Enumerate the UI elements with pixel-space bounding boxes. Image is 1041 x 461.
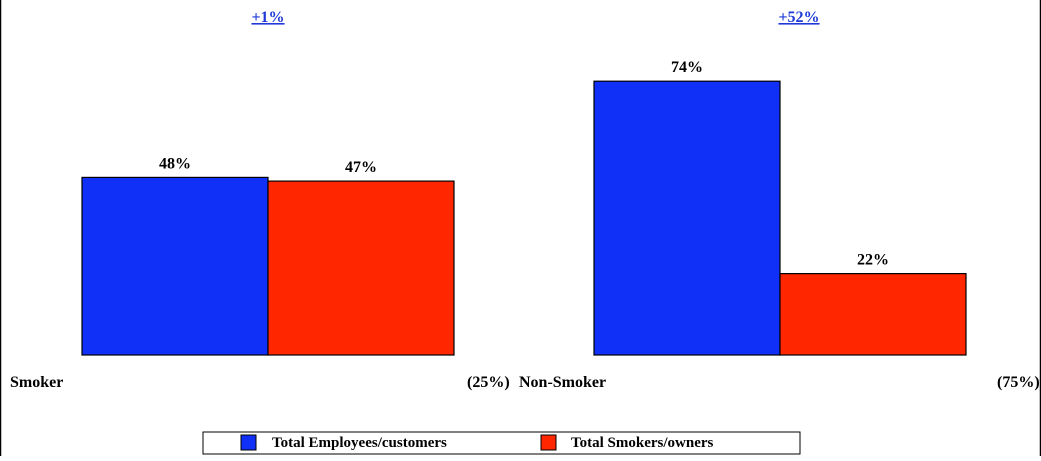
data-label: 47% <box>345 159 377 176</box>
legend-swatch-smokers <box>540 434 557 451</box>
bar-smoker-smokers <box>267 180 455 356</box>
data-label: 48% <box>159 155 191 172</box>
category-label: Smoker <box>10 374 63 391</box>
legend-swatch-employees <box>240 434 257 451</box>
legend: Total Employees/customers Total Smokers/… <box>202 431 801 455</box>
legend-label-smokers: Total Smokers/owners <box>571 435 714 451</box>
difference-label[interactable]: +1% <box>251 9 284 26</box>
category-share-label: (75%) <box>997 374 1040 391</box>
legend-label-employees: Total Employees/customers <box>272 435 447 451</box>
difference-label[interactable]: +52% <box>778 9 819 26</box>
category-label: Non-Smoker <box>519 374 606 391</box>
category-share-label: (25%) <box>467 374 510 391</box>
data-label: 74% <box>671 59 703 76</box>
bar-non-smoker-employees <box>593 80 781 356</box>
bar-non-smoker-smokers <box>779 273 967 356</box>
legend-box <box>202 431 801 455</box>
data-label: 22% <box>857 252 889 269</box>
bar-smoker-employees <box>81 176 269 356</box>
